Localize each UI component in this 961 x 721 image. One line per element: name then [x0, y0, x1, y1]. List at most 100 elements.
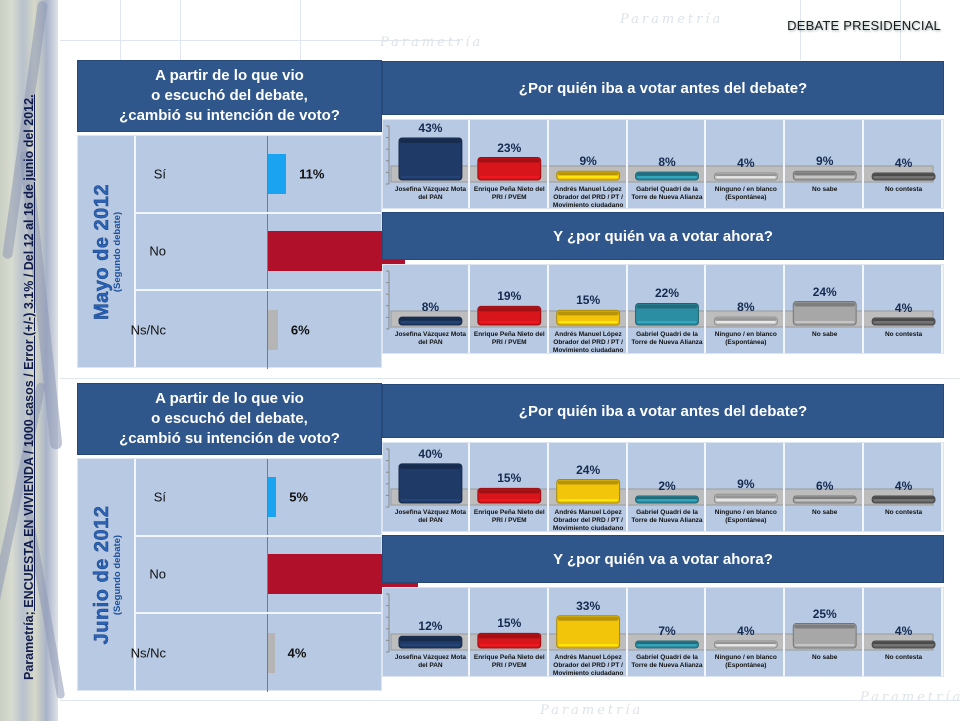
- question-line: ¿cambió su intención de voto?: [119, 107, 340, 124]
- category-column: [549, 265, 628, 353]
- category-label: Ns/Nc: [130, 645, 166, 661]
- axis-line: [267, 536, 268, 613]
- chart-row: No83%: [136, 213, 444, 292]
- category-label: Gabriel Quadri de la Torre de Nueva Alia…: [631, 186, 703, 201]
- bar-highlight: [874, 176, 933, 178]
- bar-5: [792, 623, 857, 649]
- bar-6: [871, 640, 936, 649]
- data-label: 6%: [816, 479, 834, 493]
- axis-line: [267, 614, 268, 692]
- bar-3: [635, 171, 699, 181]
- category-column: [470, 265, 549, 353]
- category-column: [706, 588, 786, 676]
- month-title: Mayo de 2012: [91, 183, 114, 320]
- chart-row: No91%: [136, 536, 457, 615]
- bar-chart-svg: [386, 125, 936, 185]
- source-note: Parametría; ENCUESTA EN VIVIENDA / 1000 …: [22, 94, 36, 680]
- bar-highlight: [716, 321, 776, 323]
- category-column: [470, 443, 549, 531]
- watermark: Parametría: [860, 690, 961, 705]
- category-label: Andrés Manuel López Obrador del PRD / PT…: [552, 509, 624, 532]
- data-label: 15%: [497, 616, 522, 631]
- bar-1: [477, 157, 542, 181]
- chart-row: Ns/Nc 4%: [131, 614, 381, 692]
- bar-highlight: [401, 644, 460, 646]
- data-label: 4%: [894, 624, 913, 638]
- category-column: [628, 443, 707, 531]
- category-column: [549, 588, 628, 676]
- data-label: 5%: [289, 489, 309, 505]
- month-column: Mayo de 2012 (Segundo debate): [78, 136, 136, 367]
- category-label: No: [149, 243, 166, 259]
- bar-highlight: [716, 176, 776, 178]
- bar-2: [556, 615, 621, 649]
- bar-6: [871, 172, 936, 181]
- data-label: 4%: [894, 156, 913, 170]
- bar-top: [794, 302, 856, 307]
- bar-highlight: [479, 321, 539, 323]
- source-detail: ENCUESTA EN VIVIENDA / 1000 casos / Erro…: [22, 94, 36, 612]
- after-debate-chart: 12% Josefina Vázquez Mota del PAN 15% Enriq…: [382, 587, 944, 677]
- category-column: [706, 443, 786, 531]
- chart-title: ¿Por quién iba a votar antes del debate?: [518, 79, 808, 97]
- bar-top: [400, 138, 461, 143]
- after-debate-chart: 8% Josefina Vázquez Mota del PAN 19% Enriqu…: [382, 264, 944, 354]
- category-column: [391, 443, 470, 531]
- data-label: 15%: [576, 293, 601, 308]
- bar-highlight: [401, 176, 460, 178]
- axis-line: [267, 136, 268, 212]
- bar-highlight: [401, 499, 460, 501]
- bar-highlight: [558, 321, 618, 323]
- data-label: 11%: [299, 166, 325, 182]
- bar-nsnc: [268, 310, 278, 351]
- axis-line: [267, 291, 268, 369]
- data-label: 23%: [497, 140, 522, 155]
- bar-highlight: [479, 499, 539, 501]
- watermark: Parametría: [380, 35, 484, 50]
- category-column: [706, 265, 786, 353]
- data-label: 7%: [658, 624, 676, 638]
- chart-title: Y ¿por quién va a votar ahora?: [553, 227, 773, 245]
- data-label: 12%: [418, 619, 443, 634]
- category-label: Enrique Peña Nieto del PRI / PVEM: [473, 186, 545, 201]
- category-label: Ninguno / en blanco (Espontánea): [714, 654, 777, 669]
- after-debate-header: Y ¿por quién va a votar ahora?: [382, 212, 944, 260]
- data-label: 9%: [737, 477, 755, 492]
- bar-1: [477, 632, 542, 649]
- bar-0: [398, 635, 463, 649]
- bar-top: [636, 304, 698, 309]
- category-column: [785, 265, 865, 353]
- bar-highlight: [558, 644, 618, 646]
- bar-body: [556, 615, 621, 649]
- category-label: Gabriel Quadri de la Torre de Nueva Alia…: [631, 509, 703, 524]
- bar-top: [557, 311, 619, 316]
- question-line: A partir de lo que vio: [155, 67, 304, 84]
- month-column: Junio de 2012 (Segundo debate): [78, 459, 136, 690]
- category-label: Enrique Peña Nieto del PRI / PVEM: [473, 509, 545, 524]
- bar-body: [398, 463, 463, 504]
- data-label: 4%: [737, 156, 755, 170]
- bar-top: [478, 158, 540, 163]
- bar-highlight: [637, 176, 697, 178]
- bar-3: [635, 302, 699, 326]
- category-column: [864, 265, 943, 353]
- watermark: Parametría: [620, 12, 724, 27]
- bar-highlight: [401, 321, 460, 323]
- category-column: [785, 120, 865, 208]
- question-header: A partir de lo que vio o escuchó del deba…: [77, 383, 382, 455]
- chart-title: ¿Por quién iba a votar antes del debate?: [518, 402, 808, 420]
- bar-top: [794, 172, 856, 176]
- category-label: Andrés Manuel López Obrador del PRD / PT…: [552, 186, 624, 209]
- bar-highlight: [637, 499, 697, 501]
- bar-highlight: [795, 644, 855, 646]
- data-label: 9%: [816, 154, 834, 169]
- data-label: 25%: [812, 606, 837, 621]
- bar-highlight: [795, 176, 855, 178]
- category-label: No sabe: [812, 186, 838, 193]
- bar-highlight: [479, 644, 539, 646]
- question-line: A partir de lo que vio: [155, 390, 304, 407]
- bar-body: [556, 479, 621, 504]
- bar-4: [713, 316, 778, 326]
- after-debate-header: Y ¿por quién va a votar ahora?: [382, 535, 944, 583]
- bar-top: [400, 318, 461, 321]
